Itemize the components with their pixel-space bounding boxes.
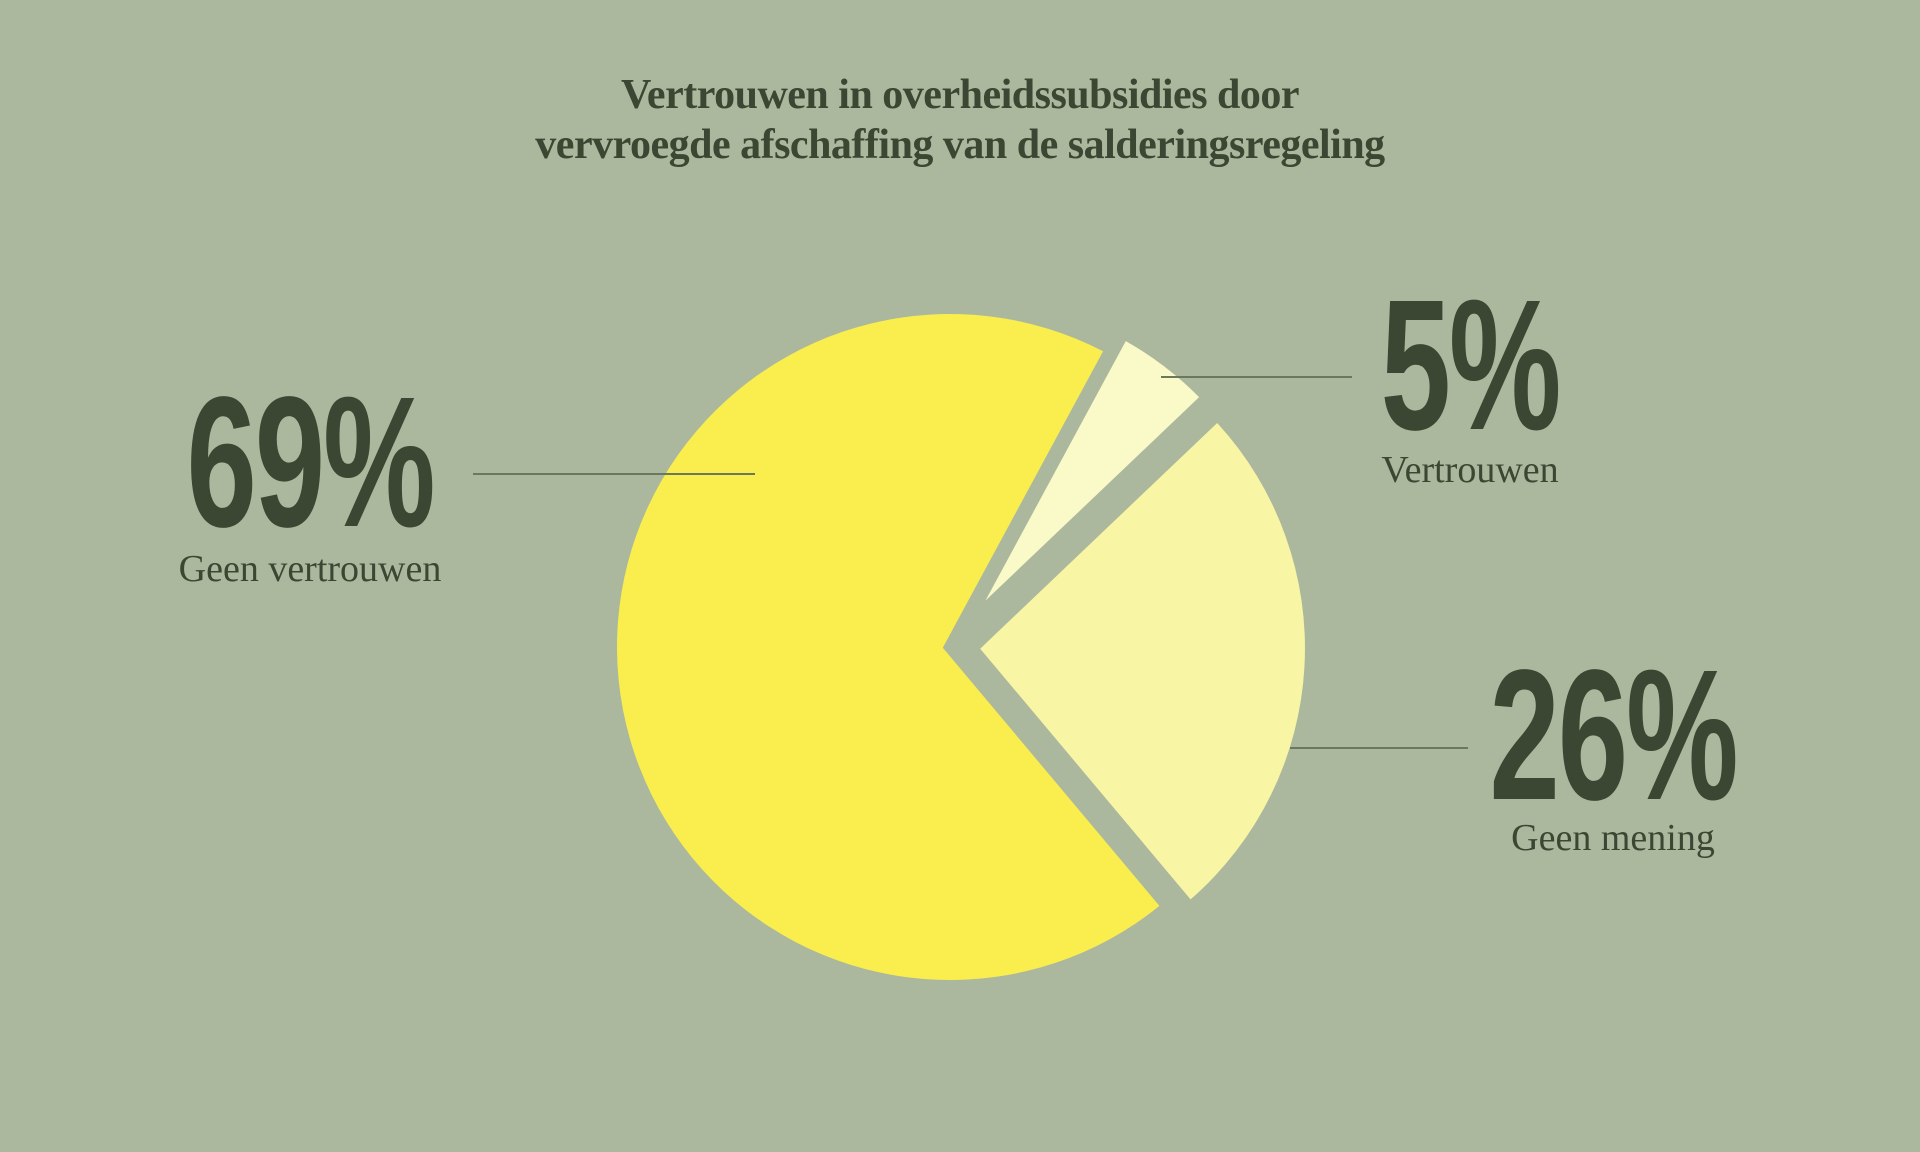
pie-slice-geen-vertrouwen: [617, 314, 1160, 981]
slice-value-geen-vertrouwen: 69%: [186, 359, 435, 566]
leader-line-geen-vertrouwen: [473, 473, 755, 475]
pie-slice-geen-mening: [980, 422, 1305, 900]
slice-value-geen-mening: 26%: [1489, 632, 1738, 839]
slice-value-vertrouwen: 5%: [1380, 262, 1562, 469]
leader-line-geen-mening: [1290, 747, 1468, 749]
callout-vertrouwen: 5% Vertrouwen: [1270, 262, 1670, 492]
chart-title: Vertrouwen in overheidssubsidies door ve…: [0, 70, 1920, 170]
slice-label-geen-mening: Geen mening: [1511, 817, 1715, 859]
callout-geen-vertrouwen: 69% Geen vertrouwen: [110, 359, 510, 591]
pie-slice-vertrouwen: [985, 341, 1200, 601]
callout-geen-mening: 26% Geen mening: [1413, 632, 1813, 860]
slice-label-vertrouwen: Vertrouwen: [1381, 449, 1559, 491]
chart-title-line2: vervroegde afschaffing van de salderings…: [535, 122, 1385, 168]
chart-title-line1: Vertrouwen in overheidssubsidies door: [620, 72, 1300, 118]
slice-label-geen-vertrouwen: Geen vertrouwen: [178, 548, 442, 590]
leader-line-vertrouwen: [1161, 376, 1352, 378]
